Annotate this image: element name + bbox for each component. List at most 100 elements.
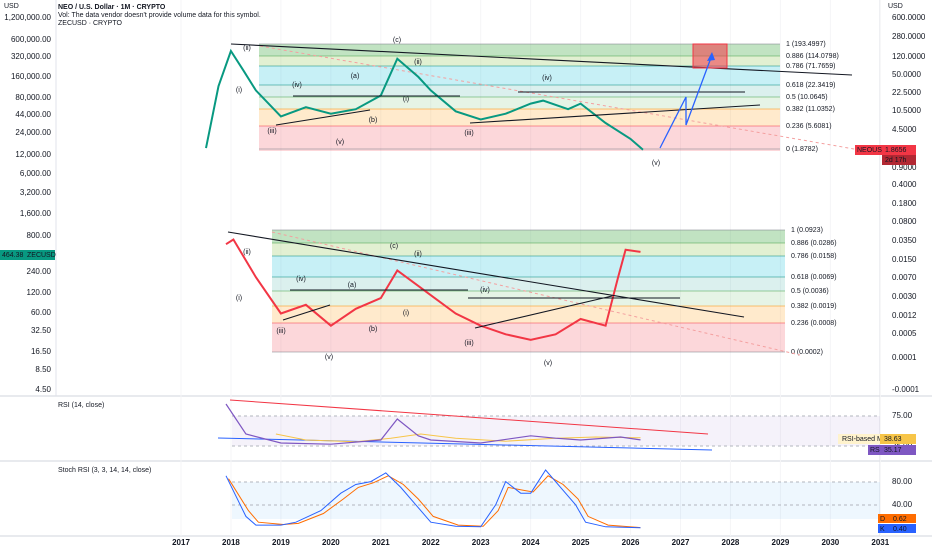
x-axis-label: 2025 bbox=[572, 538, 590, 547]
right-axis-label: 0.0150 bbox=[892, 255, 917, 264]
rsi-trend bbox=[217, 437, 713, 451]
left-axis-label: 80,000.00 bbox=[15, 93, 51, 102]
fib-label: 0.886 (114.0798) bbox=[786, 53, 839, 60]
left-axis-label: 16.50 bbox=[31, 347, 52, 356]
wave-label: (c) bbox=[390, 243, 398, 250]
tag-bg bbox=[880, 445, 916, 455]
tag-value: 35.17 bbox=[884, 447, 902, 454]
fib-label: 0.886 (0.0286) bbox=[791, 240, 837, 247]
left-axis-label: 800.00 bbox=[27, 231, 52, 240]
fib-zone bbox=[272, 256, 785, 277]
wave-label: (ii) bbox=[243, 249, 251, 256]
projection-path bbox=[659, 54, 713, 149]
wave-label: (iii) bbox=[464, 340, 473, 347]
x-axis-label: 2020 bbox=[322, 538, 340, 547]
tag-bg bbox=[887, 514, 916, 523]
tag-bg bbox=[878, 524, 887, 533]
fib-zone bbox=[272, 277, 785, 291]
stoch-band bbox=[232, 482, 880, 519]
symbol-title: NEO / U.S. Dollar · 1M · CRYPTO bbox=[58, 4, 166, 11]
tag-symbol: ZECUSD bbox=[27, 252, 56, 259]
tag-bg bbox=[887, 524, 916, 533]
fib-label: 0.5 (0.0036) bbox=[791, 288, 829, 295]
wave-label: (iv) bbox=[480, 287, 490, 294]
pane-title: RSI (14, close) bbox=[58, 402, 104, 409]
x-axis-label: 2026 bbox=[622, 538, 640, 547]
wave-label: (c) bbox=[393, 37, 401, 44]
fib-zone bbox=[259, 85, 780, 97]
tag-bg bbox=[0, 250, 25, 260]
x-axis-label: 2029 bbox=[772, 538, 790, 547]
tag-price: 464.38 bbox=[2, 252, 24, 259]
arrow-head bbox=[707, 52, 715, 61]
tag-bg bbox=[882, 145, 916, 155]
wave-label: (iii) bbox=[276, 328, 285, 335]
x-axis-label: 2019 bbox=[272, 538, 290, 547]
right-axis-label: 10.5000 bbox=[892, 106, 921, 115]
wave-label: (b) bbox=[369, 326, 378, 333]
tag-bg bbox=[855, 145, 882, 155]
right-axis-label: -0.0001 bbox=[892, 385, 920, 394]
fib-label: 0.618 (0.0069) bbox=[791, 274, 837, 281]
fib-label: 0 (0.0002) bbox=[791, 349, 823, 356]
tag-bg bbox=[868, 445, 880, 455]
x-axis-label: 2024 bbox=[522, 538, 540, 547]
rsi-trend bbox=[229, 399, 709, 435]
left-axis-label: 320,000.00 bbox=[11, 52, 52, 61]
left-axis-label: 24,000.00 bbox=[15, 128, 51, 137]
fib-zone bbox=[259, 97, 780, 109]
tag-value: 0.62 bbox=[893, 516, 907, 523]
wave-label: (ii) bbox=[243, 45, 251, 52]
left-axis-label: 12,000.00 bbox=[15, 150, 51, 159]
trend-line bbox=[469, 104, 761, 124]
left-axis-label: 8.50 bbox=[35, 365, 51, 374]
fib-zone bbox=[259, 66, 780, 85]
fib-label: 0.236 (0.0008) bbox=[791, 320, 837, 327]
fib-label: 0.786 (71.7659) bbox=[786, 63, 835, 70]
x-axis-label: 2022 bbox=[422, 538, 440, 547]
fib-label: 0.382 (11.0352) bbox=[786, 106, 835, 113]
stoch_d-line bbox=[228, 475, 641, 529]
fib-zone bbox=[272, 243, 785, 256]
tag-price: 1.8656 bbox=[885, 147, 907, 154]
left-axis-label: 32.50 bbox=[31, 326, 52, 335]
right-axis-label: 0.0005 bbox=[892, 329, 917, 338]
rsi-line bbox=[225, 403, 641, 445]
right-axis-label: 0.0350 bbox=[892, 236, 917, 245]
trend-line bbox=[275, 109, 371, 126]
projection-line bbox=[271, 231, 801, 356]
wave-label: (i) bbox=[236, 87, 242, 94]
right-axis-label: 0.0030 bbox=[892, 292, 917, 301]
fib-zone bbox=[259, 56, 780, 66]
right-axis-label: 4.5000 bbox=[892, 125, 917, 134]
right-axis-label: 0.4000 bbox=[892, 180, 917, 189]
x-axis-label: 2023 bbox=[472, 538, 490, 547]
right-axis-label: 0.0012 bbox=[892, 311, 917, 320]
wave-label: (ii) bbox=[414, 59, 422, 66]
tag-label: RSI-based MA bbox=[842, 436, 888, 443]
wave-label: (i) bbox=[403, 310, 409, 317]
pane-title: Stoch RSI (3, 3, 14, 14, close) bbox=[58, 467, 151, 474]
fib-label: 0.5 (10.0645) bbox=[786, 94, 828, 101]
wave-label: (iii) bbox=[267, 128, 276, 135]
fib-zone bbox=[272, 306, 785, 323]
rsi-band bbox=[232, 416, 880, 446]
zec-line bbox=[225, 238, 641, 341]
fib-label: 0 (1.8782) bbox=[786, 146, 818, 153]
right-axis-label: 0.9000 bbox=[892, 163, 917, 172]
left-axis-label: 1,600.00 bbox=[20, 209, 52, 218]
fib-zone bbox=[272, 323, 785, 352]
wave-label: (v) bbox=[325, 354, 333, 361]
rsi_ma-line bbox=[275, 433, 641, 443]
left-axis-label: 3,200.00 bbox=[20, 188, 52, 197]
tag-label: K bbox=[880, 526, 885, 533]
trend-line bbox=[230, 43, 853, 76]
right-axis-label: 0.0070 bbox=[892, 273, 917, 282]
x-axis-label: 2017 bbox=[172, 538, 190, 547]
wave-label: (a) bbox=[351, 73, 360, 80]
currency-label: USD bbox=[4, 3, 19, 10]
x-axis-label: 2021 bbox=[372, 538, 390, 547]
fib-label: 0.786 (0.0158) bbox=[791, 253, 837, 260]
wave-label: (i) bbox=[403, 96, 409, 103]
